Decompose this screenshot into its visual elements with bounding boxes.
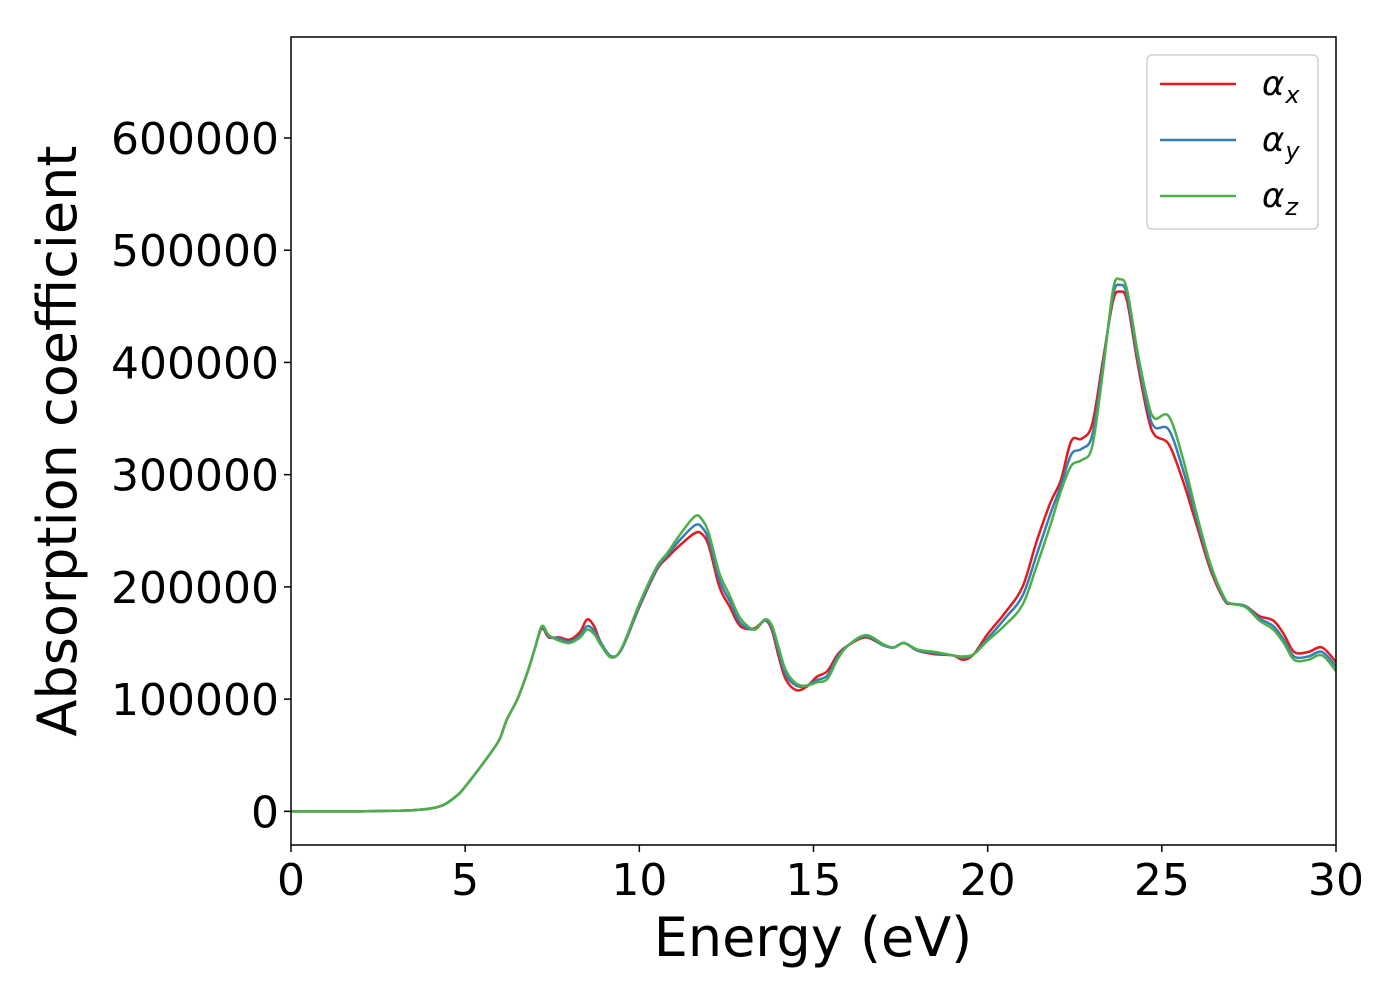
legend-label-y: αy [1262,120,1300,165]
y-tick-label: 600000 [111,114,279,165]
y-tick-label: 100000 [111,675,279,726]
legend-label-base: α [1262,120,1284,160]
x-axis: 0 5 10 15 20 25 30 [277,845,1364,906]
x-axis-title: Energy (eV) [654,906,973,969]
y-axis-title: Absorption coefficient [26,146,89,737]
legend-label-x: αx [1262,64,1300,109]
legend-label-subscript: z [1284,193,1299,221]
y-tick-label: 200000 [111,563,279,614]
series-line-z [291,277,1336,813]
legend-box [1146,54,1319,230]
y-tick-label: 0 [251,787,279,838]
series-line-y [291,283,1336,813]
x-tick-label: 5 [451,855,479,906]
x-tick-label: 10 [611,855,667,906]
x-tick-label: 0 [277,855,305,906]
y-tick-label: 500000 [111,226,279,277]
x-tick-label: 30 [1308,855,1364,906]
y-axis: 0 100000 200000 300000 400000 500000 600000 [111,114,291,838]
series-layer [291,277,1336,813]
x-tick-label: 25 [1134,855,1190,906]
legend-label-base: α [1262,64,1284,104]
y-tick-label: 400000 [111,338,279,389]
legend-label-subscript: y [1284,137,1300,165]
x-tick-label: 20 [960,855,1016,906]
legend-label-base: α [1262,176,1284,216]
series-line-x [291,290,1336,813]
x-tick-label: 15 [786,855,842,906]
legend-label-z: αz [1262,176,1299,221]
legend-label-subscript: x [1284,81,1300,109]
y-tick-label: 300000 [111,451,279,502]
